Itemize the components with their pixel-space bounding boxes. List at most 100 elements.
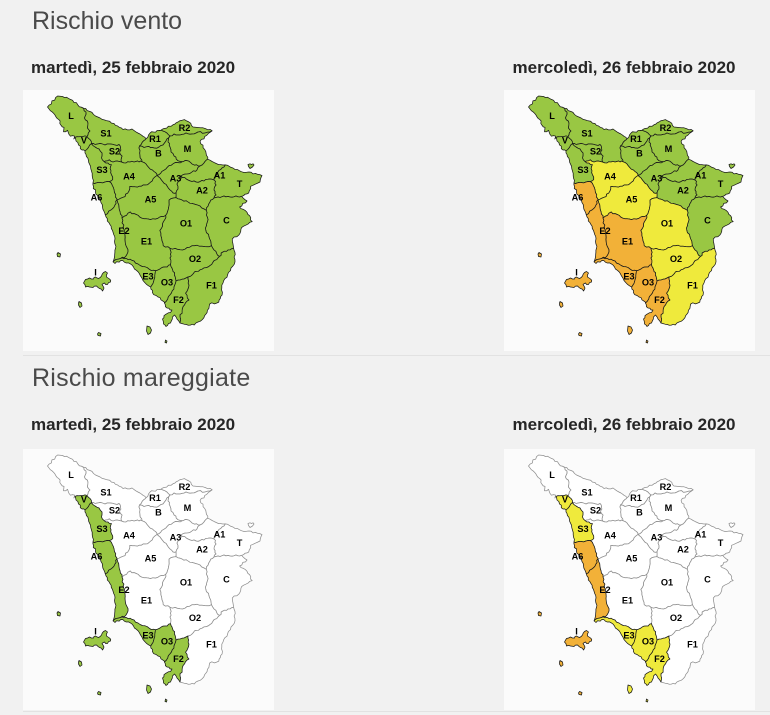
svg-text:R2: R2 [179, 482, 191, 492]
svg-text:I: I [575, 267, 578, 277]
svg-text:E3: E3 [623, 630, 634, 640]
svg-text:A1: A1 [695, 170, 707, 180]
svg-text:O1: O1 [180, 577, 192, 587]
svg-text:M: M [184, 503, 192, 513]
svg-text:T: T [718, 538, 724, 548]
svg-text:S1: S1 [581, 487, 592, 497]
svg-text:B: B [155, 507, 162, 517]
svg-text:O2: O2 [189, 254, 201, 264]
svg-text:A2: A2 [677, 544, 689, 554]
svg-text:E2: E2 [118, 585, 129, 595]
svg-text:E3: E3 [623, 271, 634, 281]
svg-text:O1: O1 [180, 218, 192, 228]
svg-text:I: I [94, 267, 97, 277]
svg-text:S3: S3 [577, 165, 588, 175]
svg-text:E3: E3 [142, 271, 153, 281]
svg-text:A4: A4 [604, 530, 617, 540]
svg-text:A3: A3 [651, 532, 663, 542]
svg-text:F2: F2 [173, 654, 184, 664]
svg-text:R1: R1 [630, 134, 642, 144]
svg-text:E1: E1 [622, 595, 633, 605]
svg-text:R2: R2 [660, 482, 672, 492]
svg-text:A4: A4 [604, 171, 617, 181]
svg-text:A6: A6 [572, 192, 584, 202]
svg-text:F1: F1 [206, 280, 217, 290]
svg-text:S2: S2 [590, 505, 601, 515]
svg-text:L: L [549, 470, 555, 480]
svg-text:S1: S1 [100, 128, 111, 138]
svg-text:E1: E1 [622, 236, 633, 246]
svg-text:O2: O2 [670, 254, 682, 264]
svg-text:L: L [68, 111, 74, 121]
svg-text:A1: A1 [214, 529, 226, 539]
svg-text:A4: A4 [123, 171, 136, 181]
svg-text:S2: S2 [109, 505, 120, 515]
svg-text:I: I [575, 626, 578, 636]
svg-text:B: B [636, 507, 643, 517]
svg-text:M: M [665, 503, 673, 513]
svg-text:O3: O3 [642, 636, 654, 646]
svg-text:S1: S1 [100, 487, 111, 497]
svg-text:S2: S2 [590, 146, 601, 156]
svg-text:B: B [636, 148, 643, 158]
svg-text:A6: A6 [91, 192, 103, 202]
svg-text:S2: S2 [109, 146, 120, 156]
svg-text:S3: S3 [96, 165, 107, 175]
svg-text:O2: O2 [189, 613, 201, 623]
svg-text:C: C [704, 215, 711, 225]
svg-text:R1: R1 [149, 134, 161, 144]
svg-text:R1: R1 [149, 493, 161, 503]
svg-text:A6: A6 [572, 551, 584, 561]
svg-text:L: L [68, 470, 74, 480]
svg-text:S1: S1 [581, 128, 592, 138]
svg-text:O3: O3 [161, 636, 173, 646]
svg-text:O2: O2 [670, 613, 682, 623]
svg-text:M: M [184, 144, 192, 154]
svg-text:V: V [81, 494, 88, 504]
svg-text:S3: S3 [96, 524, 107, 534]
svg-text:F2: F2 [654, 654, 665, 664]
svg-text:E1: E1 [141, 236, 152, 246]
svg-text:A1: A1 [214, 170, 226, 180]
svg-text:I: I [94, 626, 97, 636]
svg-text:F1: F1 [687, 280, 698, 290]
svg-text:A5: A5 [626, 553, 638, 563]
svg-text:R1: R1 [630, 493, 642, 503]
svg-text:R2: R2 [179, 123, 191, 133]
svg-text:O1: O1 [661, 577, 673, 587]
svg-text:T: T [237, 179, 243, 189]
svg-text:A6: A6 [91, 551, 103, 561]
svg-text:E2: E2 [118, 226, 129, 236]
svg-text:O3: O3 [161, 277, 173, 287]
svg-text:F1: F1 [206, 639, 217, 649]
svg-text:A5: A5 [626, 194, 638, 204]
svg-text:O1: O1 [661, 218, 673, 228]
svg-text:F2: F2 [173, 295, 184, 305]
svg-text:B: B [155, 148, 162, 158]
svg-text:A4: A4 [123, 530, 136, 540]
svg-text:V: V [562, 135, 569, 145]
svg-text:F1: F1 [687, 639, 698, 649]
svg-text:C: C [223, 574, 230, 584]
svg-text:M: M [665, 144, 673, 154]
svg-text:L: L [549, 111, 555, 121]
svg-text:O3: O3 [642, 277, 654, 287]
svg-text:V: V [81, 135, 88, 145]
svg-text:E2: E2 [599, 585, 610, 595]
svg-text:A2: A2 [196, 544, 208, 554]
svg-text:R2: R2 [660, 123, 672, 133]
svg-text:E1: E1 [141, 595, 152, 605]
svg-text:A5: A5 [145, 194, 157, 204]
svg-text:A1: A1 [695, 529, 707, 539]
svg-text:T: T [718, 179, 724, 189]
svg-text:F2: F2 [654, 295, 665, 305]
svg-text:C: C [223, 215, 230, 225]
svg-text:E3: E3 [142, 630, 153, 640]
svg-text:A2: A2 [196, 185, 208, 195]
svg-text:C: C [704, 574, 711, 584]
svg-text:S3: S3 [577, 524, 588, 534]
svg-text:T: T [237, 538, 243, 548]
svg-text:A3: A3 [170, 173, 182, 183]
svg-text:E2: E2 [599, 226, 610, 236]
svg-text:A5: A5 [145, 553, 157, 563]
